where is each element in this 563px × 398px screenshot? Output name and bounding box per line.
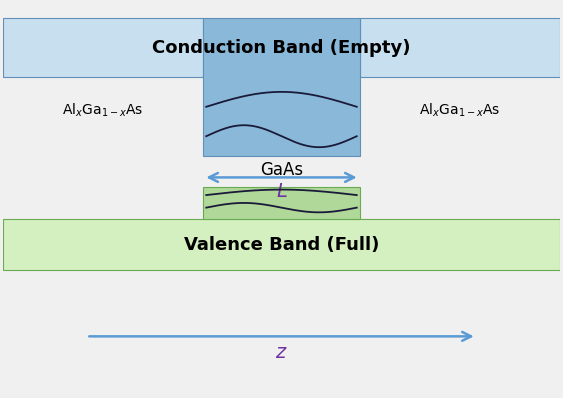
Bar (360, 18, 560, 77)
Text: Conduction Band (Empty): Conduction Band (Empty) (152, 39, 411, 57)
Bar (3, 219, 560, 269)
Text: Al$_x$Ga$_{1-x}$As: Al$_x$Ga$_{1-x}$As (419, 102, 501, 119)
Text: Valence Band (Full): Valence Band (Full) (184, 236, 379, 254)
Text: $L$: $L$ (276, 181, 287, 201)
Text: $z$: $z$ (275, 343, 288, 361)
Text: Al$_x$Ga$_{1-x}$As: Al$_x$Ga$_{1-x}$As (62, 102, 144, 119)
Text: GaAs: GaAs (260, 160, 303, 179)
Bar (3, 18, 203, 77)
Bar (203, 187, 360, 219)
Bar (203, 18, 360, 156)
